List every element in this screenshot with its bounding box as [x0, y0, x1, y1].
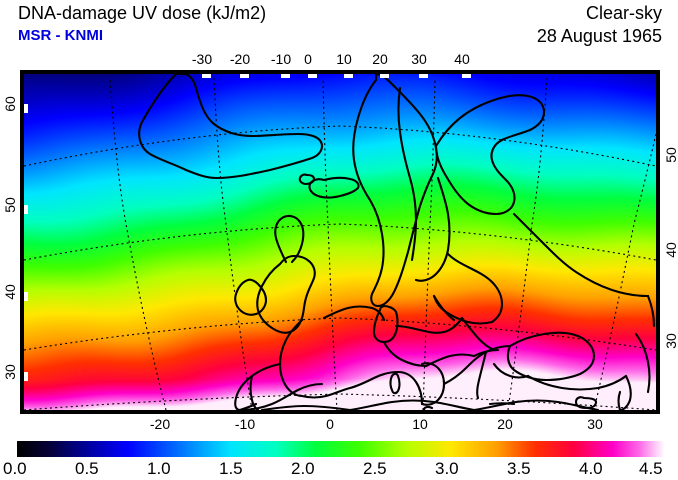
axis-tick-right: 40	[662, 242, 678, 258]
date-label: 28 August 1965	[536, 26, 662, 46]
tick-gap	[202, 74, 211, 78]
graticule	[24, 77, 656, 410]
map-overlay	[24, 74, 656, 410]
tick-gap	[344, 74, 353, 78]
axis-tick-bottom: -10	[234, 416, 256, 432]
tick-gap	[281, 74, 290, 78]
colorbar-gradient	[17, 441, 665, 457]
colorbar-tick: 2.0	[291, 459, 315, 478]
axis-tick-left: 40	[1, 284, 18, 300]
axis-tick-right: 30	[662, 333, 678, 349]
axis-tick-top: 30	[411, 51, 427, 67]
colorbar-tick: 3.0	[435, 459, 459, 478]
tick-gap	[308, 74, 317, 78]
axis-tick-left: 60	[1, 96, 18, 112]
tick-gap	[419, 74, 428, 78]
colorbar-tick: 0.5	[75, 459, 99, 478]
axis-tick-left: 50	[1, 197, 18, 213]
page-title: DNA-damage UV dose (kJ/m2)	[18, 3, 267, 23]
institution-label: MSR - KNMI	[18, 27, 103, 44]
axis-tick-bottom: 30	[587, 416, 603, 432]
tick-gap	[24, 205, 28, 214]
map-inner	[24, 74, 656, 410]
coastlines	[138, 74, 656, 410]
axis-tick-bottom: -20	[149, 416, 171, 432]
axis-tick-left: 30	[1, 364, 18, 380]
tick-gap	[240, 74, 249, 78]
colorbar-tick: 1.5	[219, 459, 243, 478]
axis-tick-bottom: 0	[326, 416, 334, 432]
tick-gap	[24, 104, 28, 113]
colorbar-tick: 0.0	[3, 459, 27, 478]
colorbar-tick: 4.5	[639, 459, 663, 478]
axis-tick-top: 20	[372, 51, 388, 67]
tick-gap	[380, 74, 389, 78]
map-plot-panel[interactable]	[20, 70, 660, 414]
axis-tick-top: 40	[454, 51, 470, 67]
colorbar-tick: 3.5	[507, 459, 531, 478]
colorbar-tick: 2.5	[363, 459, 387, 478]
axis-tick-right: 50	[662, 147, 678, 163]
colorbar-tick: 4.0	[579, 459, 603, 478]
axis-tick-top: 0	[304, 51, 312, 67]
sky-condition-label: Clear-sky	[585, 3, 662, 23]
axis-tick-top: 10	[336, 51, 352, 67]
axis-tick-bottom: 20	[497, 416, 513, 432]
axis-tick-bottom: 10	[412, 416, 428, 432]
axis-tick-top: -30	[191, 51, 213, 67]
axis-tick-top: -10	[270, 51, 292, 67]
tick-gap	[24, 372, 28, 381]
colorbar[interactable]	[17, 441, 665, 457]
tick-gap	[462, 74, 471, 78]
colorbar-tick: 1.0	[147, 459, 171, 478]
axis-tick-top: -20	[229, 51, 251, 67]
tick-gap	[24, 292, 28, 301]
